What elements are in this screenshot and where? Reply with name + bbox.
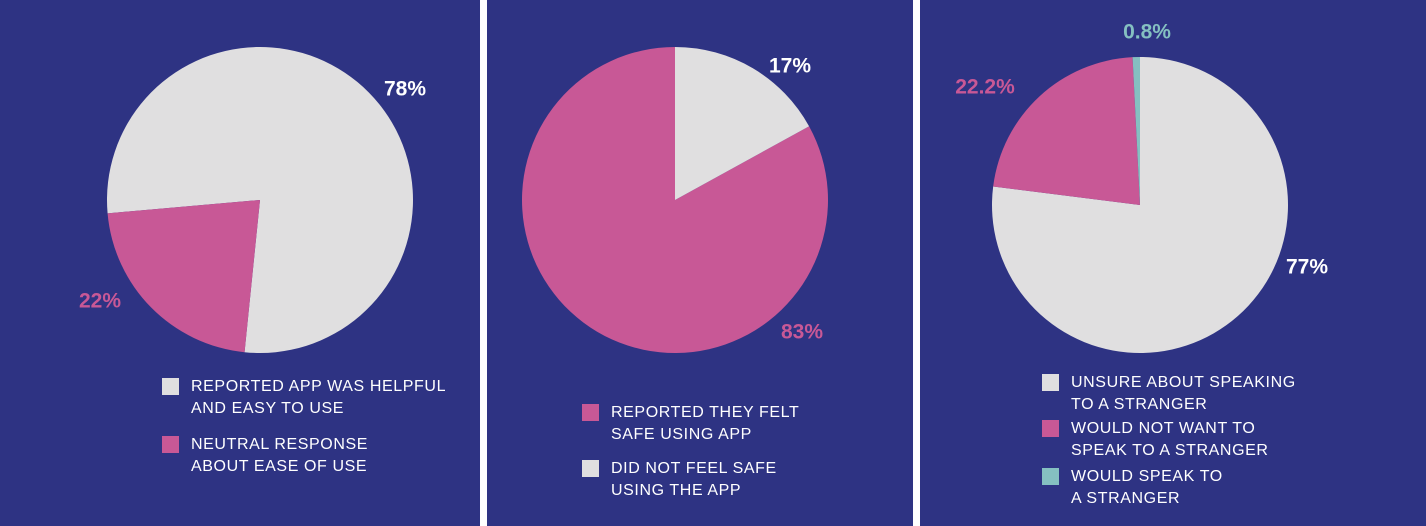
legend-swatch: [582, 460, 599, 477]
legend-text: WOULD NOT WANT TO SPEAK TO A STRANGER: [1071, 420, 1269, 459]
pie-slice: [107, 46, 413, 353]
legend-entry: REPORTED APP WAS HELPFUL AND EASY TO USE: [162, 376, 446, 420]
pie-slice: [1132, 57, 1140, 205]
legend-entry: NEUTRAL RESPONSE ABOUT EASE OF USE: [162, 434, 368, 478]
pie-slice: [993, 57, 1140, 205]
legend-text: UNSURE ABOUT SPEAKING TO A STRANGER: [1071, 374, 1296, 413]
legend-text: REPORTED THEY FELT SAFE USING APP: [611, 404, 800, 443]
legend-entry: REPORTED THEY FELT SAFE USING APP: [582, 402, 799, 446]
legend-text: DID NOT FEEL SAFE USING THE APP: [611, 460, 777, 499]
value-label: 22%: [79, 290, 121, 313]
value-label: 78%: [384, 78, 426, 101]
legend-swatch: [1042, 420, 1059, 437]
pie-slice: [107, 200, 260, 353]
legend-swatch: [1042, 468, 1059, 485]
legend-swatch: [162, 436, 179, 453]
pie-slice: [522, 47, 829, 353]
value-label: 22.2%: [955, 76, 1015, 99]
legend-entry: DID NOT FEEL SAFE USING THE APP: [582, 458, 777, 502]
legend-text: WOULD SPEAK TO A STRANGER: [1071, 468, 1223, 507]
legend-entry: WOULD SPEAK TO A STRANGER: [1042, 466, 1223, 510]
legend-entry: WOULD NOT WANT TO SPEAK TO A STRANGER: [1042, 418, 1269, 462]
pie-slice: [675, 47, 810, 200]
legend-entry: UNSURE ABOUT SPEAKING TO A STRANGER: [1042, 372, 1296, 416]
value-label: 83%: [781, 321, 823, 344]
legend-swatch: [162, 378, 179, 395]
value-label: 0.8%: [1123, 21, 1171, 44]
value-label: 17%: [769, 55, 811, 78]
legend-text: REPORTED APP WAS HELPFUL AND EASY TO USE: [191, 378, 447, 417]
legend-text: NEUTRAL RESPONSE ABOUT EASE OF USE: [191, 436, 369, 475]
legend-swatch: [1042, 374, 1059, 391]
value-label: 77%: [1286, 256, 1328, 279]
legend-swatch: [582, 404, 599, 421]
